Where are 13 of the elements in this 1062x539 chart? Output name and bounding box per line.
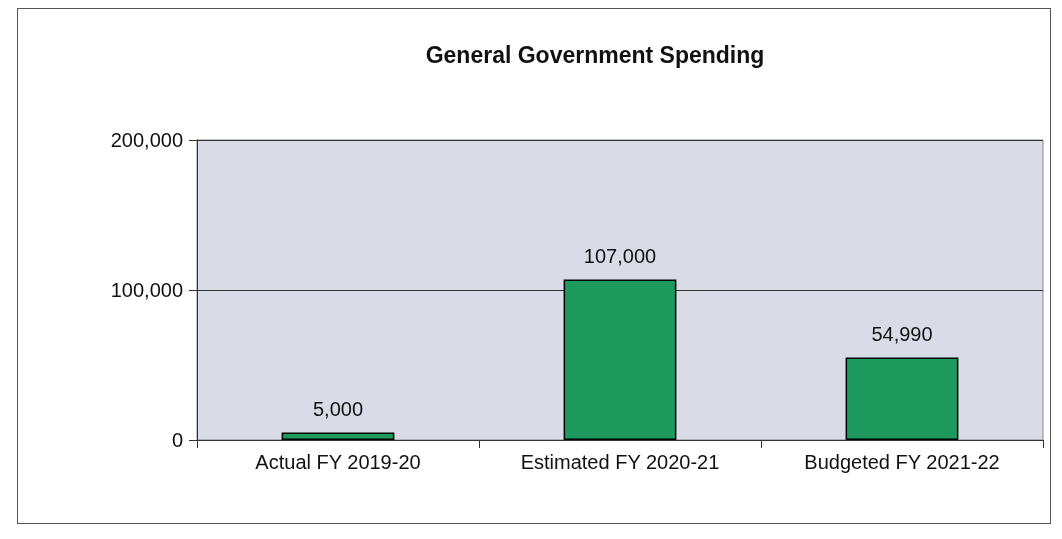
bar (563, 279, 677, 440)
x-tick-label: Budgeted FY 2021-22 (804, 451, 1000, 473)
bar (845, 357, 959, 440)
bar (281, 432, 395, 440)
y-tick-label: 200,000 (110, 129, 183, 151)
data-label: 5,000 (312, 397, 364, 420)
chart-title: General Government Spending (425, 41, 765, 68)
data-label: 107,000 (583, 244, 657, 267)
x-tick-label: Estimated FY 2020-21 (520, 451, 720, 473)
y-tick-label: 100,000 (110, 279, 183, 301)
y-tick-label: 0 (171, 429, 183, 451)
x-tick-label: Actual FY 2019-20 (255, 451, 421, 473)
data-label: 54,990 (871, 322, 933, 345)
